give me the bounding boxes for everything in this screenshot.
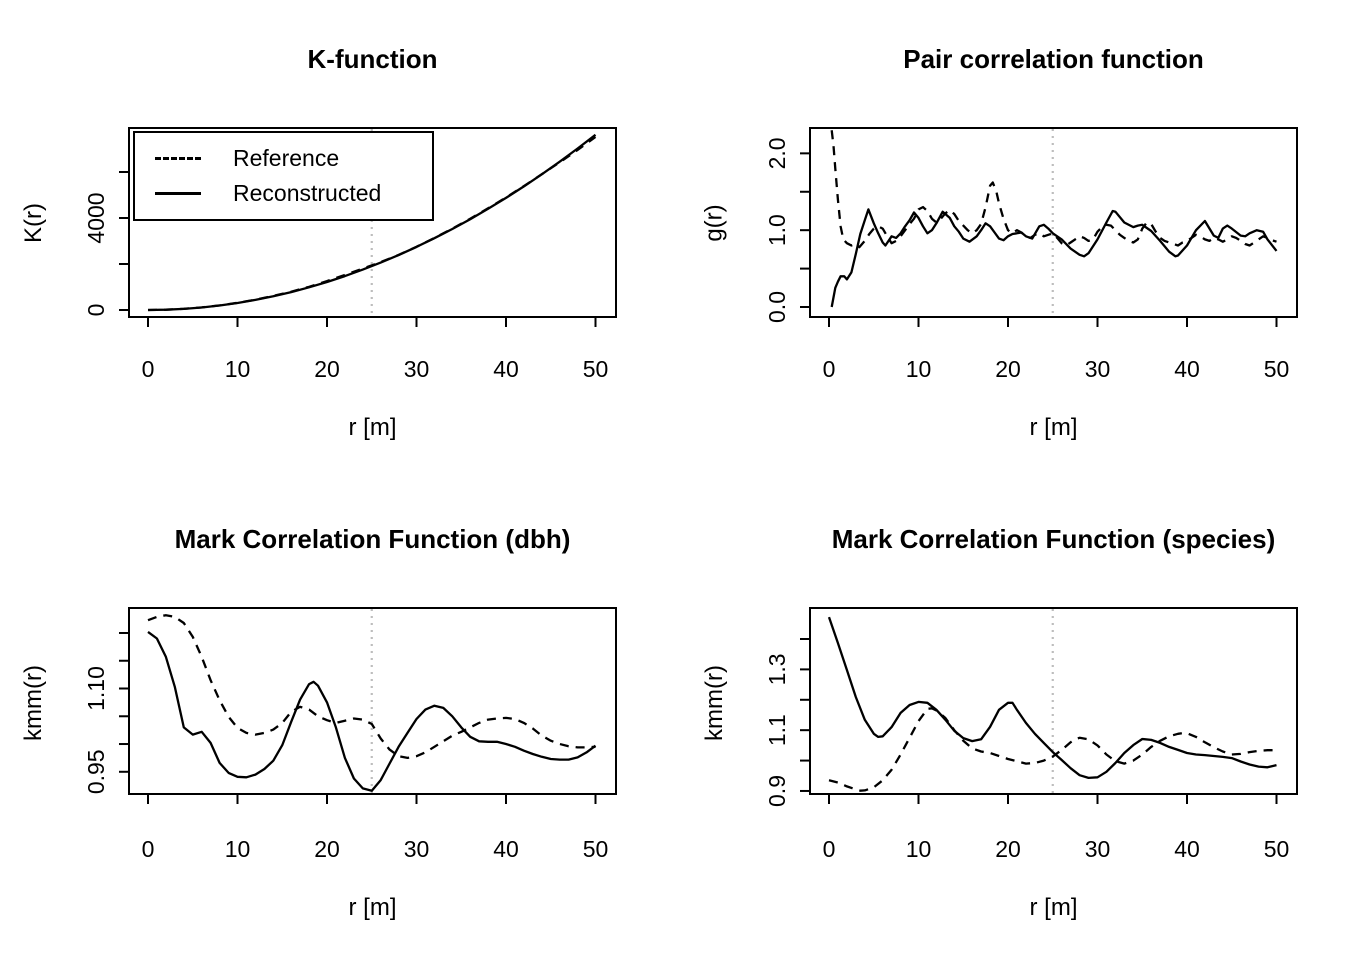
svg-text:1.10: 1.10 bbox=[83, 666, 109, 711]
legend-entry-reconstructed: Reconstructed bbox=[155, 180, 432, 207]
svg-text:10: 10 bbox=[906, 836, 932, 862]
svg-text:1.0: 1.0 bbox=[764, 214, 790, 246]
svg-text:1.1: 1.1 bbox=[764, 714, 790, 746]
pair-correlation-plot: 0 10 20 30 40 50 0.0 1.0 2.0 bbox=[764, 127, 1298, 382]
svg-text:10: 10 bbox=[225, 356, 251, 382]
mark-correlation-species-plot: 0 10 20 30 40 50 0.9 1.1 1.3 bbox=[764, 607, 1298, 862]
legend-entry-reference: Reference bbox=[155, 145, 432, 172]
svg-text:0: 0 bbox=[823, 836, 836, 862]
svg-text:50: 50 bbox=[583, 356, 609, 382]
svg-text:20: 20 bbox=[314, 356, 340, 382]
mark-correlation-dbh-plot: 0 10 20 30 40 50 0.95 1.10 bbox=[83, 607, 617, 862]
solid-line-sample-icon bbox=[155, 192, 201, 195]
svg-text:0.95: 0.95 bbox=[83, 749, 109, 794]
legend: Reference Reconstructed bbox=[133, 131, 434, 221]
svg-text:10: 10 bbox=[225, 836, 251, 862]
svg-text:40: 40 bbox=[1174, 356, 1200, 382]
panel-k-function: K-function K(r) 0 10 20 30 40 50 0 4000 Referen… bbox=[0, 0, 681, 480]
x-axis-label: r [m] bbox=[1029, 894, 1078, 921]
svg-text:40: 40 bbox=[493, 356, 519, 382]
k-function-plot: 0 10 20 30 40 50 0 4000 bbox=[83, 127, 617, 382]
x-axis-label: r [m] bbox=[1029, 414, 1078, 441]
svg-text:10: 10 bbox=[906, 356, 932, 382]
svg-text:1.3: 1.3 bbox=[764, 653, 790, 685]
svg-text:4000: 4000 bbox=[83, 192, 109, 243]
svg-text:20: 20 bbox=[995, 836, 1021, 862]
svg-text:30: 30 bbox=[404, 356, 430, 382]
svg-text:40: 40 bbox=[493, 836, 519, 862]
svg-text:0: 0 bbox=[142, 836, 155, 862]
panel-mark-correlation-species: Mark Correlation Function (species) kmm(… bbox=[681, 480, 1363, 960]
svg-text:0: 0 bbox=[823, 356, 836, 382]
svg-text:0.9: 0.9 bbox=[764, 775, 790, 807]
legend-label: Reference bbox=[233, 145, 340, 171]
svg-text:2.0: 2.0 bbox=[764, 137, 790, 169]
svg-text:30: 30 bbox=[1085, 836, 1111, 862]
dashed-line-sample-icon bbox=[155, 157, 201, 160]
x-axis-label: r [m] bbox=[348, 414, 397, 441]
svg-text:0.0: 0.0 bbox=[764, 291, 790, 323]
svg-text:30: 30 bbox=[1085, 356, 1111, 382]
legend-label: Reconstructed bbox=[233, 180, 382, 206]
svg-text:50: 50 bbox=[1264, 356, 1290, 382]
panel-title: Mark Correlation Function (dbh) bbox=[174, 524, 571, 554]
x-axis-label: r [m] bbox=[348, 894, 397, 921]
svg-text:50: 50 bbox=[583, 836, 609, 862]
svg-text:20: 20 bbox=[314, 836, 340, 862]
svg-text:0: 0 bbox=[83, 304, 109, 317]
panel-title: Mark Correlation Function (species) bbox=[831, 524, 1276, 554]
svg-text:0: 0 bbox=[142, 356, 155, 382]
panel-mark-correlation-dbh: Mark Correlation Function (dbh) kmm(r) 0… bbox=[0, 480, 681, 960]
svg-text:40: 40 bbox=[1174, 836, 1200, 862]
svg-text:20: 20 bbox=[995, 356, 1021, 382]
panel-pair-correlation: Pair correlation function g(r) 0 10 20 30 40… bbox=[681, 0, 1363, 480]
svg-text:50: 50 bbox=[1264, 836, 1290, 862]
panel-title: Pair correlation function bbox=[903, 44, 1204, 74]
svg-text:30: 30 bbox=[404, 836, 430, 862]
panel-title: K-function bbox=[307, 44, 438, 74]
